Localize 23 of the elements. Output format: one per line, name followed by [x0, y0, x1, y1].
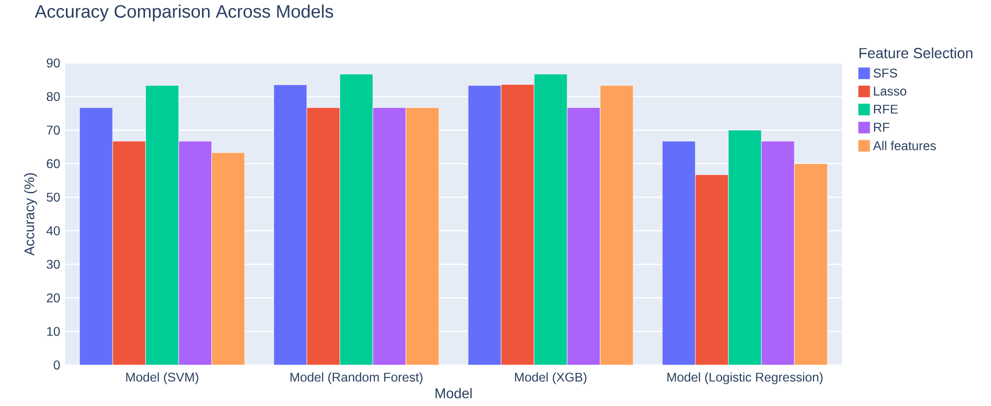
x-axis-title: Model [436, 388, 472, 398]
y-tick-label: 70 [46, 126, 60, 135]
y-tick-label: 90 [46, 58, 60, 68]
y-tick-label: 0 [54, 360, 60, 370]
x-tick-label: Model (Logistic Regression) [667, 372, 823, 384]
legend-label: Lasso [874, 86, 906, 96]
y-tick-label: 80 [46, 92, 60, 102]
chart-title: Accuracy Comparison Across Models [34, 4, 334, 22]
legend-label: RF [874, 122, 890, 132]
legend-label: RFE [874, 104, 898, 114]
legend-label: All features [873, 140, 936, 150]
y-tick-label: 60 [46, 159, 60, 168]
x-tick-label: Model (Random Forest) [290, 372, 422, 384]
y-tick-label: 50 [46, 192, 60, 202]
legend-title: Feature Selection [860, 48, 972, 58]
x-tick-label: Model (XGB) [515, 372, 586, 384]
x-tick-label: Model (SVM) [126, 372, 198, 384]
y-tick-label: 30 [46, 260, 60, 269]
legend-label: SFS [874, 68, 898, 78]
y-tick-label: 10 [47, 326, 60, 336]
y-tick-label: 40 [46, 226, 60, 236]
y-tick-label: 20 [46, 293, 60, 302]
y-axis-title: Accuracy (%) [24, 173, 38, 256]
